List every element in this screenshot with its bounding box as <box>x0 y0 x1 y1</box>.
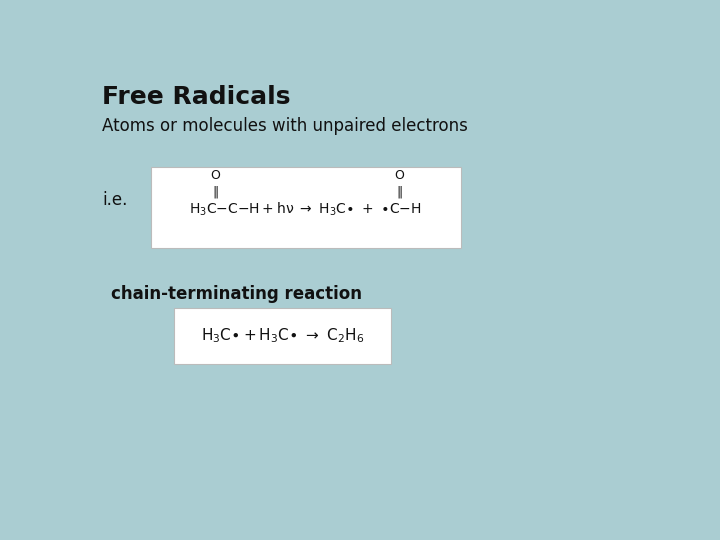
Text: chain-terminating reaction: chain-terminating reaction <box>111 285 362 303</box>
Text: $\mathregular{H_3C{-}C{-}H + h\nu\ \rightarrow\ H_3C{\bullet}\ +\ {\bullet}C{-}H: $\mathregular{H_3C{-}C{-}H + h\nu\ \righ… <box>189 201 421 218</box>
Text: $\mathregular{O}$: $\mathregular{O}$ <box>210 169 221 182</box>
Text: $\mathregular{\|}$: $\mathregular{\|}$ <box>212 184 219 200</box>
FancyBboxPatch shape <box>151 167 461 248</box>
Text: $\mathregular{\|}$: $\mathregular{\|}$ <box>397 184 403 200</box>
Text: Free Radicals: Free Radicals <box>102 85 291 109</box>
Text: $\mathregular{H_3C{\bullet} + H_3C{\bullet}\ \rightarrow\ C_2H_6}$: $\mathregular{H_3C{\bullet} + H_3C{\bull… <box>201 327 364 345</box>
Text: i.e.: i.e. <box>102 191 127 209</box>
FancyBboxPatch shape <box>174 308 392 364</box>
Text: Atoms or molecules with unpaired electrons: Atoms or molecules with unpaired electro… <box>102 117 468 135</box>
Text: $\mathregular{O}$: $\mathregular{O}$ <box>394 169 405 182</box>
